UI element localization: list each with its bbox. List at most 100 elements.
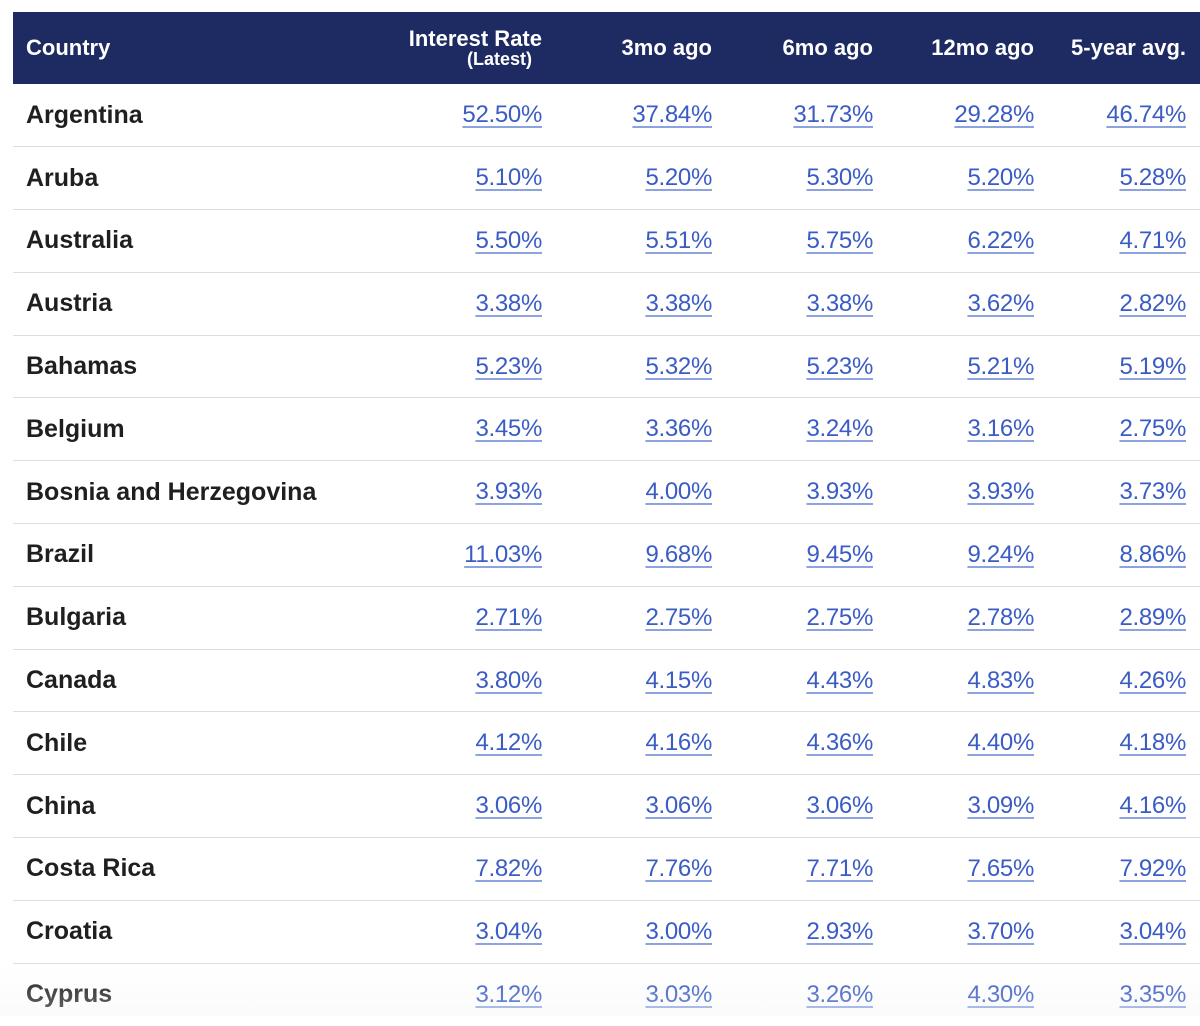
- country-name: Aruba: [26, 163, 99, 192]
- 3mo-rate-link[interactable]: 3.06%: [645, 792, 712, 820]
- table-row: Brazil 11.03% 9.68% 9.45% 9.24% 8.86%: [13, 524, 1200, 587]
- rate-cell: 2.75%: [1048, 398, 1200, 461]
- latest-rate-link[interactable]: 3.04%: [475, 917, 542, 945]
- latest-rate-link[interactable]: 52.50%: [462, 101, 542, 129]
- 12mo-rate-link[interactable]: 4.83%: [967, 666, 1034, 694]
- header-12mo-ago[interactable]: 12mo ago: [931, 35, 1034, 61]
- 12mo-rate-link[interactable]: 3.16%: [967, 415, 1034, 443]
- 6mo-rate-link[interactable]: 3.93%: [806, 478, 873, 506]
- rate-cell: 7.92%: [1048, 838, 1200, 901]
- 12mo-rate-link[interactable]: 5.20%: [967, 164, 1034, 192]
- 6mo-rate-link[interactable]: 3.06%: [806, 792, 873, 820]
- 3mo-rate-link[interactable]: 3.38%: [645, 289, 712, 317]
- 3mo-rate-link[interactable]: 2.75%: [645, 603, 712, 631]
- 6mo-rate-link[interactable]: 7.71%: [806, 854, 873, 882]
- latest-rate-link[interactable]: 5.10%: [475, 164, 542, 192]
- 5yr-avg-link[interactable]: 2.82%: [1119, 289, 1186, 317]
- 12mo-rate-link[interactable]: 6.22%: [967, 226, 1034, 254]
- 5yr-avg-link[interactable]: 3.04%: [1119, 917, 1186, 945]
- 12mo-rate-link[interactable]: 29.28%: [954, 101, 1034, 129]
- 12mo-rate-link[interactable]: 4.30%: [967, 980, 1034, 1008]
- 12mo-rate-link[interactable]: 3.09%: [967, 792, 1034, 820]
- 3mo-rate-link[interactable]: 4.15%: [645, 666, 712, 694]
- 3mo-rate-link[interactable]: 4.00%: [645, 478, 712, 506]
- 5yr-avg-link[interactable]: 4.71%: [1119, 226, 1186, 254]
- rate-cell: 4.83%: [887, 649, 1048, 712]
- header-6mo-ago[interactable]: 6mo ago: [782, 35, 873, 61]
- 3mo-rate-link[interactable]: 9.68%: [645, 540, 712, 568]
- latest-rate-link[interactable]: 3.38%: [475, 289, 542, 317]
- 3mo-rate-link[interactable]: 3.36%: [645, 415, 712, 443]
- 3mo-rate-link[interactable]: 3.00%: [645, 917, 712, 945]
- 3mo-rate-link[interactable]: 5.20%: [645, 164, 712, 192]
- country-name: Bosnia and Herzegovina: [26, 477, 317, 506]
- 6mo-rate-link[interactable]: 3.24%: [806, 415, 873, 443]
- table-row: China 3.06% 3.06% 3.06% 3.09% 4.16%: [13, 775, 1200, 838]
- country-name: Australia: [26, 226, 133, 255]
- 12mo-rate-link[interactable]: 2.78%: [967, 603, 1034, 631]
- 12mo-rate-link[interactable]: 4.40%: [967, 729, 1034, 757]
- latest-rate-link[interactable]: 3.93%: [475, 478, 542, 506]
- 6mo-rate-link[interactable]: 3.26%: [806, 980, 873, 1008]
- 12mo-rate-link[interactable]: 9.24%: [967, 540, 1034, 568]
- header-interest-rate[interactable]: Interest Rate (Latest): [390, 12, 566, 84]
- rate-cell: 3.38%: [566, 272, 726, 335]
- 5yr-avg-link[interactable]: 4.18%: [1119, 729, 1186, 757]
- 6mo-rate-link[interactable]: 4.36%: [806, 729, 873, 757]
- header-country[interactable]: Country: [26, 35, 111, 61]
- rate-cell: 37.84%: [566, 84, 726, 147]
- 3mo-rate-link[interactable]: 4.16%: [645, 729, 712, 757]
- 3mo-rate-link[interactable]: 5.51%: [645, 226, 712, 254]
- rate-cell: 2.75%: [726, 586, 887, 649]
- header-5-year-avg[interactable]: 5-year avg.: [1071, 35, 1186, 61]
- 5yr-avg-link[interactable]: 4.16%: [1119, 792, 1186, 820]
- latest-rate-link[interactable]: 3.12%: [475, 980, 542, 1008]
- 12mo-rate-link[interactable]: 7.65%: [967, 854, 1034, 882]
- 6mo-rate-link[interactable]: 5.23%: [806, 352, 873, 380]
- 5yr-avg-link[interactable]: 2.89%: [1119, 603, 1186, 631]
- 6mo-rate-link[interactable]: 4.43%: [806, 666, 873, 694]
- 5yr-avg-link[interactable]: 46.74%: [1106, 101, 1186, 129]
- 12mo-rate-link[interactable]: 3.70%: [967, 917, 1034, 945]
- 5yr-avg-link[interactable]: 4.26%: [1119, 666, 1186, 694]
- 5yr-avg-link[interactable]: 5.28%: [1119, 164, 1186, 192]
- rate-cell: 4.15%: [566, 649, 726, 712]
- 5yr-avg-link[interactable]: 2.75%: [1119, 415, 1186, 443]
- latest-rate-link[interactable]: 4.12%: [475, 729, 542, 757]
- latest-rate-link[interactable]: 5.50%: [475, 226, 542, 254]
- 5yr-avg-link[interactable]: 8.86%: [1119, 540, 1186, 568]
- 5yr-avg-link[interactable]: 7.92%: [1119, 854, 1186, 882]
- table-row: Costa Rica 7.82% 7.76% 7.71% 7.65% 7.92%: [13, 838, 1200, 901]
- 6mo-rate-link[interactable]: 2.93%: [806, 917, 873, 945]
- 12mo-rate-link[interactable]: 3.93%: [967, 478, 1034, 506]
- rate-cell: 3.70%: [887, 900, 1048, 963]
- 6mo-rate-link[interactable]: 5.75%: [806, 226, 873, 254]
- header-3mo-ago[interactable]: 3mo ago: [621, 35, 712, 61]
- 6mo-rate-link[interactable]: 3.38%: [806, 289, 873, 317]
- latest-rate-link[interactable]: 11.03%: [464, 540, 542, 568]
- 5yr-avg-link[interactable]: 3.73%: [1119, 478, 1186, 506]
- latest-rate-link[interactable]: 2.71%: [475, 603, 542, 631]
- rate-cell: 4.71%: [1048, 210, 1200, 273]
- 3mo-rate-link[interactable]: 5.32%: [645, 352, 712, 380]
- 6mo-rate-link[interactable]: 5.30%: [806, 164, 873, 192]
- 3mo-rate-link[interactable]: 7.76%: [645, 854, 712, 882]
- latest-rate-link[interactable]: 5.23%: [475, 352, 542, 380]
- 3mo-rate-link[interactable]: 3.03%: [645, 980, 712, 1008]
- rate-cell: 9.45%: [726, 524, 887, 587]
- interest-rates-table: Country Interest Rate (Latest) 3mo ago 6…: [13, 12, 1200, 1026]
- 3mo-rate-link[interactable]: 37.84%: [632, 101, 712, 129]
- 6mo-rate-link[interactable]: 31.73%: [793, 101, 873, 129]
- 12mo-rate-link[interactable]: 5.21%: [967, 352, 1034, 380]
- 5yr-avg-link[interactable]: 5.19%: [1119, 352, 1186, 380]
- latest-rate-link[interactable]: 3.06%: [475, 792, 542, 820]
- rate-cell: 52.50%: [390, 84, 566, 147]
- 6mo-rate-link[interactable]: 2.75%: [806, 603, 873, 631]
- latest-rate-link[interactable]: 3.80%: [475, 666, 542, 694]
- rate-cell: 7.82%: [390, 838, 566, 901]
- latest-rate-link[interactable]: 3.45%: [475, 415, 542, 443]
- latest-rate-link[interactable]: 7.82%: [475, 854, 542, 882]
- 12mo-rate-link[interactable]: 3.62%: [967, 289, 1034, 317]
- 6mo-rate-link[interactable]: 9.45%: [806, 540, 873, 568]
- 5yr-avg-link[interactable]: 3.35%: [1119, 980, 1186, 1008]
